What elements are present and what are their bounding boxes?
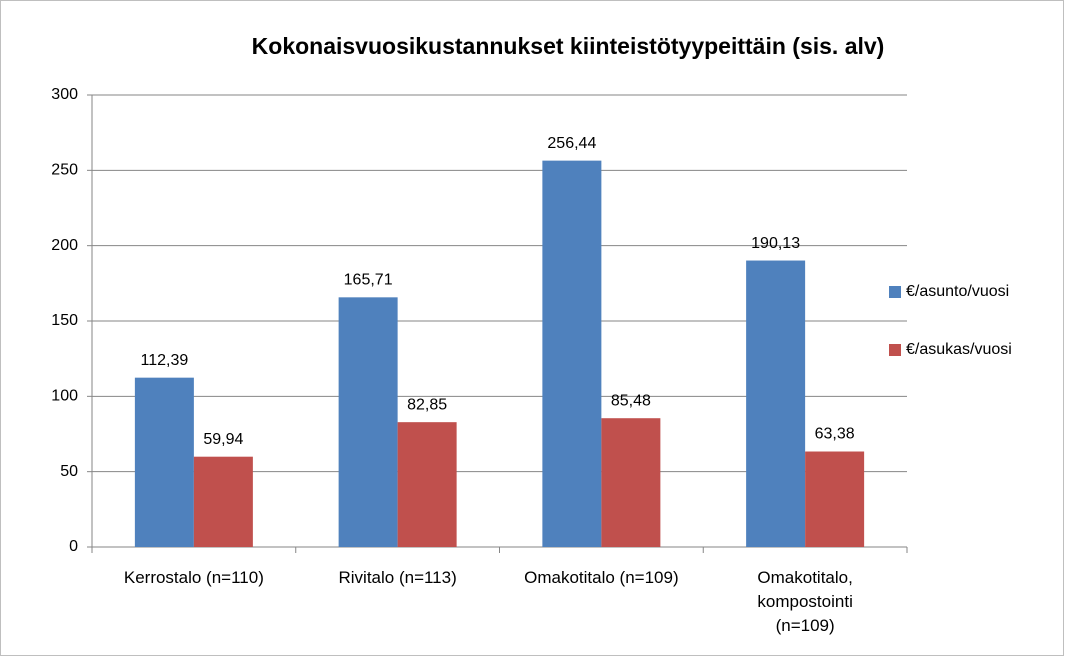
y-tick-label: 200: [51, 237, 78, 254]
bar: [193, 456, 253, 547]
bar: [338, 297, 398, 547]
bar: [134, 377, 194, 547]
data-label: 190,13: [751, 235, 800, 252]
bar: [746, 260, 806, 547]
data-label: 63,38: [815, 426, 855, 443]
y-tick-label: 50: [60, 463, 78, 480]
bar: [805, 451, 865, 547]
x-tick-label: Rivitalo (n=113): [338, 568, 457, 587]
x-tick-label: Kerrostalo (n=110): [123, 568, 264, 587]
bar: [397, 422, 457, 547]
x-tick-label: Omakotitalo, kompostointi (n=109): [757, 568, 853, 635]
legend-swatch: [889, 286, 901, 298]
chart-title: Kokonaisvuosikustannukset kiinteistötyyp…: [252, 33, 885, 59]
bar: [542, 160, 602, 547]
data-label: 82,85: [407, 396, 447, 413]
data-label: 112,39: [141, 352, 189, 369]
x-tick-label: Omakotitalo (n=109): [524, 568, 679, 587]
y-tick-label: 250: [51, 162, 78, 179]
y-tick-label: 150: [51, 312, 78, 329]
data-label: 59,94: [203, 431, 243, 448]
data-label: 165,71: [344, 272, 393, 289]
y-tick-label: 100: [51, 388, 78, 405]
legend-swatch: [889, 344, 901, 356]
legend-label: €/asunto/vuosi: [906, 283, 1009, 300]
data-label: 256,44: [547, 135, 596, 152]
y-tick-label: 300: [51, 86, 78, 103]
y-tick-label: 0: [69, 538, 78, 555]
bar: [601, 418, 661, 547]
data-label: 85,48: [611, 392, 651, 409]
legend-label: €/asukas/vuosi: [906, 341, 1012, 358]
